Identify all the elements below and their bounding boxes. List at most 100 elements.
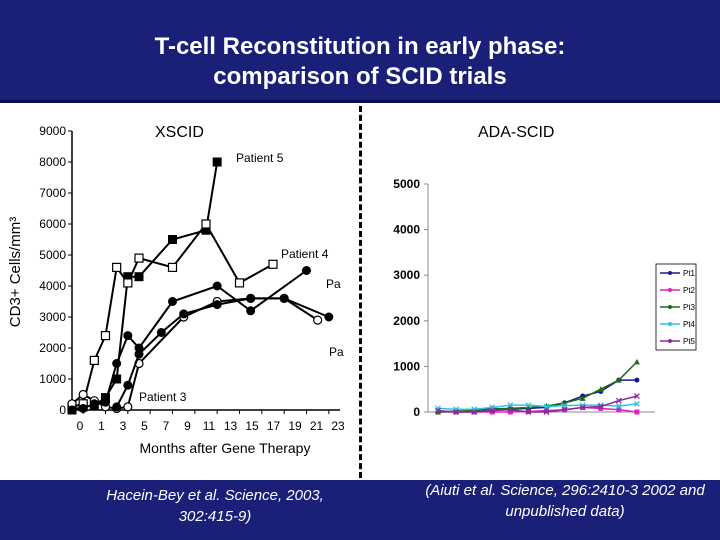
xscid-panel-label: XSCID: [155, 124, 204, 141]
xscid-x-tick-label: 5: [141, 419, 148, 433]
ada-scid-panel-label: ADA-SCID: [478, 124, 555, 141]
xscid-data-point: [89, 355, 99, 365]
ada-legend-marker: [668, 305, 672, 309]
xscid-y-tick-label: 0: [59, 403, 66, 417]
ada-legend-marker: [668, 322, 672, 326]
ada-legend: Pt1 Pt2 Pt3 Pt4 Pt5: [655, 263, 697, 351]
xscid-y-tick-label: 7000: [39, 186, 66, 200]
ada-data-point: [633, 358, 640, 365]
xscid-y-tick-label: 8000: [39, 155, 66, 169]
xscid-data-point: [134, 349, 144, 359]
xscid-y-tick-label: 6000: [39, 217, 66, 231]
xscid-data-point: [212, 157, 222, 167]
title-bar: T-cell Reconstitution in early phase: co…: [0, 0, 720, 103]
xscid-x-tick-label: 21: [310, 419, 324, 433]
ada-data-point: [507, 409, 513, 415]
xscid-y-tick-label: 5000: [39, 248, 66, 262]
xscid-data-point: [156, 328, 166, 337]
xscid-data-point: [246, 293, 256, 303]
xscid-data-point: [324, 312, 334, 322]
xscid-data-point: [123, 278, 133, 288]
ada-legend-label: Pt2: [683, 286, 696, 295]
ada-y-tick-label: 2000: [393, 314, 420, 328]
ada-legend-label: Pt4: [683, 320, 696, 329]
slide-title-line2: comparison of SCID trials: [213, 63, 507, 90]
ada-data-point: [616, 407, 622, 413]
ada-series-line: [437, 361, 638, 413]
xscid-data-point: [134, 272, 144, 282]
ada-scid-chart: 0 1000 2000 3000 4000 5000 Pt1 Pt2 Pt3 Pt4 Pt5: [393, 177, 697, 419]
ada-data-point: [525, 404, 532, 410]
xscid-data-point: [201, 219, 211, 229]
ada-data-point: [489, 409, 495, 415]
xscid-series-label: Patient 3: [139, 390, 187, 404]
ada-data-point: [615, 403, 622, 410]
xscid-series-label: Patient 4: [281, 247, 329, 261]
xscid-data-point: [234, 278, 245, 288]
citation-right: (Aiuti et al. Science, 296:2410-3 2002 a…: [425, 482, 705, 520]
slide-title: T-cell Reconstitution in early phase: co…: [0, 32, 720, 92]
ada-legend-marker: [668, 339, 672, 343]
xscid-x-tick-label: 3: [120, 419, 127, 433]
xscid-series-line: [71, 222, 274, 408]
xscid-y-tick-label: 9000: [39, 124, 66, 138]
ada-y-tick-label: 5000: [393, 177, 420, 191]
ada-data-point: [633, 400, 640, 407]
ada-legend-marker: [668, 288, 672, 292]
ada-series-line: [437, 395, 638, 413]
ada-data-point: [598, 405, 604, 411]
ada-legend-label: Pt3: [683, 303, 696, 312]
slide-title-line1: T-cell Reconstitution in early phase:: [154, 33, 566, 60]
xscid-y-tick-label: 1000: [39, 372, 66, 386]
ada-data-point: [507, 402, 514, 409]
ada-data-point: [435, 407, 441, 414]
xscid-data-point: [268, 259, 278, 269]
ada-data-point: [543, 403, 550, 410]
xscid-data-point: [167, 262, 178, 272]
xscid-data-point: [134, 253, 144, 263]
xscid-x-tick-label: 1: [98, 419, 105, 433]
xscid-series-label: Pa: [329, 345, 344, 359]
xscid-data-point: [112, 262, 122, 272]
xscid-x-tick-label: 17: [267, 419, 281, 433]
ada-data-point: [615, 377, 622, 383]
ada-y-tick-label: 4000: [393, 223, 420, 237]
xscid-x-tick-label: 11: [203, 419, 216, 433]
xscid-data-point: [112, 402, 122, 412]
ada-y-tick-label: 3000: [393, 268, 420, 282]
xscid-series-2: [67, 219, 278, 412]
xscid-data-point: [123, 331, 133, 341]
ada-data-point: [597, 386, 604, 392]
ada-data-point: [435, 409, 441, 415]
ada-data-point: [507, 406, 514, 413]
xscid-data-point: [168, 297, 177, 306]
xscid-series-label: Patient 5: [236, 151, 284, 165]
xscid-series-label: Pa: [326, 277, 341, 291]
xscid-data-point: [212, 300, 222, 310]
ada-series-pt5: [435, 393, 640, 415]
xscid-data-point: [100, 331, 111, 341]
citation-left: Hacein-Bey et al. Science, 2003, 302:415…: [106, 487, 324, 525]
xscid-x-tick-label: 15: [245, 419, 259, 433]
xscid-y-axis-label: CD3+ Cells/mm³: [7, 217, 24, 327]
ada-legend-marker: [668, 271, 672, 275]
xscid-x-tick-label: 7: [163, 419, 170, 433]
xscid-x-axis-label: Months after Gene Therapy: [140, 440, 311, 456]
ada-data-point: [561, 406, 568, 413]
ada-data-point: [525, 402, 532, 409]
xscid-y-tick-label: 4000: [39, 279, 66, 293]
ada-data-point: [579, 395, 586, 401]
xscid-data-point: [78, 389, 88, 400]
xscid-data-point: [212, 281, 222, 291]
xscid-series-4: [67, 266, 311, 415]
xscid-data-point: [78, 403, 88, 413]
xscid-data-point: [179, 309, 189, 319]
ada-legend-label: Pt5: [683, 337, 696, 346]
xscid-x-tick-label: 13: [224, 419, 238, 433]
xscid-data-point: [313, 315, 323, 325]
panel-divider: [359, 106, 362, 478]
ada-data-point: [597, 403, 604, 410]
